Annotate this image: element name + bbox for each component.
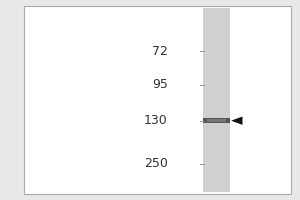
Text: 95: 95 (152, 78, 168, 91)
Bar (203, 8, 230, 192)
Bar (207, 119, 226, 122)
Polygon shape (231, 116, 242, 125)
Bar (24, 6, 291, 194)
Text: 130: 130 (144, 114, 168, 127)
Text: 72: 72 (152, 45, 168, 58)
Bar (203, 118, 230, 123)
Text: 250: 250 (144, 157, 168, 170)
